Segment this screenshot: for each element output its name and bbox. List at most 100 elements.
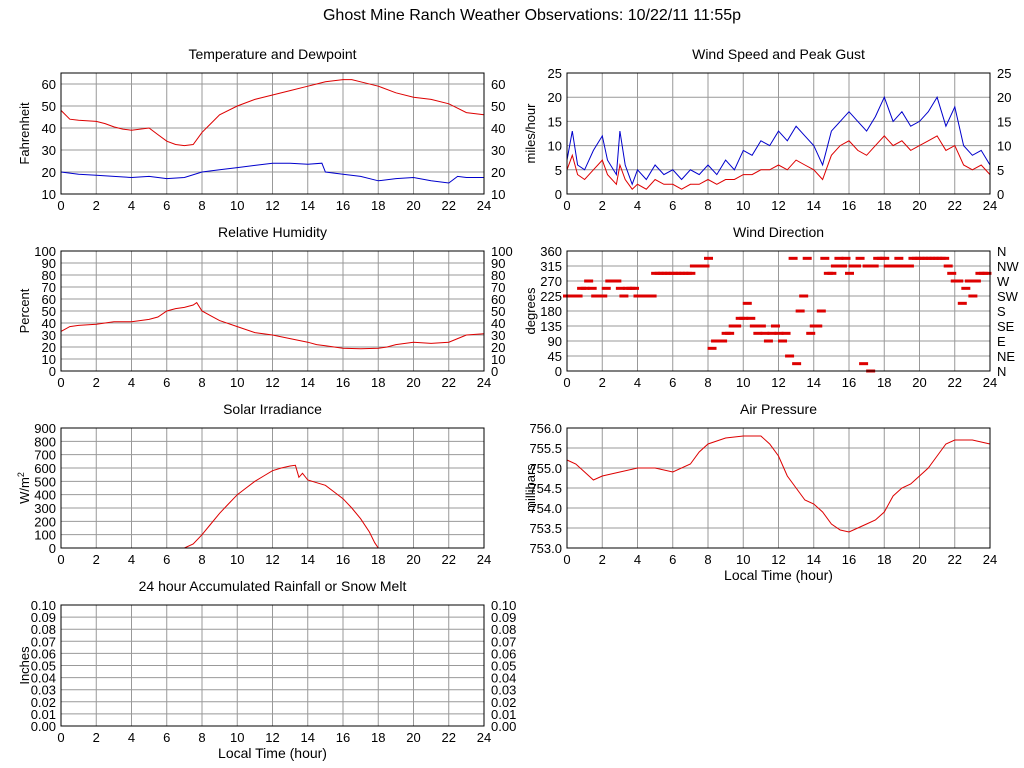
y-axis-label: Inches: [17, 646, 32, 685]
chart-title: Temperature and Dewpoint: [188, 46, 356, 62]
data-point: [890, 264, 900, 268]
data-point: [781, 331, 791, 335]
y-tick-label-right: 25: [997, 66, 1011, 81]
x-tick-label: 24: [477, 730, 491, 745]
data-point: [746, 316, 756, 320]
data-point: [601, 286, 611, 290]
y-axis-label: Fahrenheit: [17, 102, 32, 165]
x-tick-label: 14: [807, 552, 821, 567]
x-tick-label: 14: [301, 375, 315, 390]
x-tick-label: 10: [736, 375, 750, 390]
x-tick-label: 22: [948, 198, 962, 213]
x-tick-label: 2: [599, 198, 606, 213]
y-tick-label: 755.0: [529, 461, 562, 476]
x-tick-label: 10: [736, 198, 750, 213]
y-tick-label: 300: [34, 501, 56, 516]
y-tick-label: 754.5: [529, 481, 562, 496]
x-tick-label: 22: [442, 375, 456, 390]
data-point: [742, 301, 752, 305]
y-tick-label: 0.04: [31, 671, 56, 686]
x-tick-label: 20: [406, 552, 420, 567]
x-tick-label: 12: [265, 730, 279, 745]
y-tick-label-right: 30: [491, 328, 505, 343]
data-point: [647, 294, 657, 298]
data-point: [788, 256, 798, 260]
y-tick-label-right: 60: [491, 77, 505, 92]
y-tick-label: 20: [42, 165, 56, 180]
y-tick-label: 700: [34, 448, 56, 463]
x-tick-label: 20: [406, 730, 420, 745]
data-point: [795, 309, 805, 313]
x-tick-label: 18: [371, 730, 385, 745]
x-tick-label: 2: [93, 730, 100, 745]
x-tick-label: 20: [406, 375, 420, 390]
x-tick-label: 18: [371, 198, 385, 213]
y-tick-label: 0.07: [31, 634, 56, 649]
x-tick-label: 8: [704, 552, 711, 567]
x-tick-label: 8: [198, 198, 205, 213]
x-tick-label: 8: [198, 375, 205, 390]
chart-title: Relative Humidity: [218, 224, 327, 240]
x-tick-label: 2: [93, 198, 100, 213]
x-tick-label: 24: [477, 375, 491, 390]
y-tick-label: 900: [34, 421, 56, 436]
y-tick-label: 60: [42, 292, 56, 307]
x-tick-label: 16: [336, 552, 350, 567]
y-tick-label-right: 0.01: [491, 707, 516, 722]
data-point: [957, 301, 967, 305]
data-point: [816, 309, 826, 313]
series-line: [60, 162, 484, 184]
data-point: [802, 256, 812, 260]
y-tick-label: 400: [34, 488, 56, 503]
y-tick-label-right: 0: [997, 187, 1004, 202]
x-tick-label: 20: [406, 198, 420, 213]
x-tick-label: 6: [163, 375, 170, 390]
y-tick-label: 25: [548, 66, 562, 81]
y-tick-label: 225: [540, 289, 562, 304]
y-tick-label: 20: [42, 340, 56, 355]
y-tick-label: 135: [540, 319, 562, 334]
y-tick-label-right: 10: [491, 352, 505, 367]
y-tick-label-right: 90: [491, 256, 505, 271]
x-tick-label: 2: [93, 375, 100, 390]
x-tick-label: 6: [669, 198, 676, 213]
data-point: [612, 279, 622, 283]
y-tick-label: 270: [540, 274, 562, 289]
x-tick-label: 14: [807, 375, 821, 390]
y-tick-label-right: SW: [997, 289, 1019, 304]
chart-rain: 24 hour Accumulated Rainfall or Snow Mel…: [17, 578, 516, 761]
y-tick-label-right: 80: [491, 268, 505, 283]
y-tick-label: 90: [42, 256, 56, 271]
data-point: [947, 271, 957, 275]
x-axis-label: Local Time (hour): [724, 567, 833, 583]
data-point: [700, 264, 710, 268]
data-point: [686, 271, 696, 275]
data-point: [869, 264, 879, 268]
x-tick-label: 12: [771, 375, 785, 390]
y-axis-label: millibars: [523, 464, 538, 512]
y-tick-label-right: 5: [997, 163, 1004, 178]
y-tick-label: 180: [540, 304, 562, 319]
series-line: [566, 435, 991, 533]
x-tick-label: 0: [57, 375, 64, 390]
y-tick-label: 15: [548, 114, 562, 129]
x-tick-label: 14: [807, 198, 821, 213]
data-point: [943, 264, 953, 268]
x-tick-label: 6: [163, 730, 170, 745]
x-tick-label: 2: [599, 375, 606, 390]
data-point: [598, 294, 608, 298]
y-tick-label: 753.0: [529, 541, 562, 556]
data-point: [880, 256, 890, 260]
data-point: [763, 339, 773, 343]
x-tick-label: 4: [128, 552, 135, 567]
data-point: [760, 331, 770, 335]
series-line: [61, 464, 484, 549]
y-tick-label: 0: [555, 187, 562, 202]
y-tick-label-right: 40: [491, 121, 505, 136]
data-point: [834, 256, 844, 260]
y-tick-label: 10: [548, 139, 562, 154]
y-tick-label: 756.0: [529, 421, 562, 436]
